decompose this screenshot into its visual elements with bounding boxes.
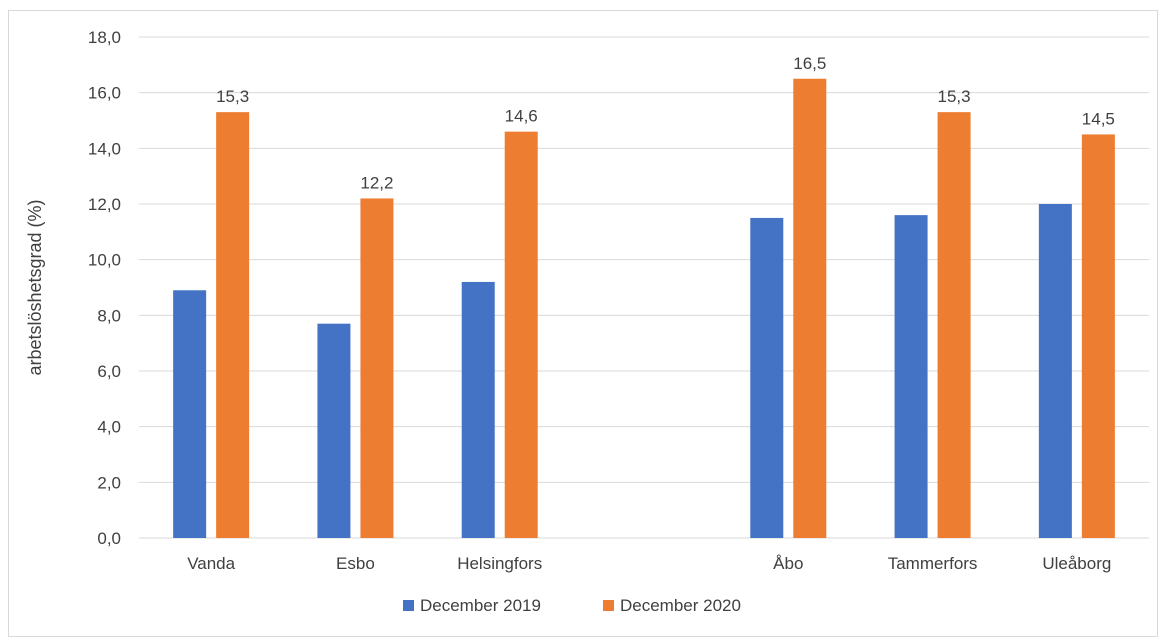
y-tick-label: 16,0 [88,84,121,103]
category-label-vanda: Vanda [187,554,235,573]
bar-december-2019-vanda [173,290,207,538]
y-tick-label: 10,0 [88,251,121,270]
category-label-tammerfors: Tammerfors [888,554,978,573]
y-tick-label: 2,0 [97,473,121,492]
bar-december-2020-abo [793,78,827,538]
data-label-december-2020-esbo: 12,2 [360,173,393,192]
y-axis-ticks: 0,0 2,0 4,0 6,0 8,0 10,0 12,0 14,0 16,0 18,0 [88,28,121,548]
data-label-december-2020-abo: 16,5 [793,54,826,73]
data-label-december-2020-helsingfors: 14,6 [505,107,538,126]
y-tick-label: 14,0 [88,139,121,158]
bar-december-2020-tammerfors [937,112,971,539]
gridlines [139,36,1149,539]
y-tick-label: 12,0 [88,195,121,214]
bar-december-2020-helsingfors [504,131,538,538]
chart-frame: 0,0 2,0 4,0 6,0 8,0 10,0 12,0 14,0 16,0 18,0 15,3… [8,10,1158,637]
legend-swatch-december-2020 [603,600,614,611]
y-tick-label: 4,0 [97,418,121,437]
legend-swatch-december-2019 [403,600,414,611]
data-label-december-2020-vanda: 15,3 [216,87,249,106]
bar-december-2019-uleaborg [1038,204,1072,538]
y-tick-label: 0,0 [97,529,121,548]
bar-chart: 0,0 2,0 4,0 6,0 8,0 10,0 12,0 14,0 16,0 18,0 15,3… [25,28,1149,615]
y-axis-title: arbetslöshetsgrad (%) [25,199,45,375]
category-label-abo: Åbo [773,554,803,573]
y-tick-label: 18,0 [88,28,121,47]
legend-label-december-2019: December 2019 [420,596,541,615]
bar-december-2019-esbo [317,323,351,538]
data-label-december-2020-uleaborg: 14,5 [1082,109,1115,128]
bar-december-2019-abo [750,217,784,538]
bar-december-2019-tammerfors [894,215,928,538]
x-axis-categories: Vanda Esbo Helsingfors Åbo Tammerfors Uleåbor… [187,554,1111,573]
y-tick-label: 8,0 [97,306,121,325]
bar-december-2019-helsingfors [461,281,495,538]
legend: December 2019 December 2020 [403,596,741,615]
bars [173,78,1115,539]
bar-december-2020-vanda [216,112,250,539]
category-label-uleaborg: Uleåborg [1042,554,1111,573]
bar-december-2020-esbo [360,198,394,538]
legend-label-december-2020: December 2020 [620,596,741,615]
category-label-helsingfors: Helsingfors [457,554,542,573]
bar-december-2020-uleaborg [1081,134,1115,538]
data-label-december-2020-tammerfors: 15,3 [938,87,971,106]
data-labels: 15,3 12,2 14,6 16,5 15,3 14,5 [216,54,1115,193]
y-tick-label: 6,0 [97,362,121,381]
category-label-esbo: Esbo [336,554,375,573]
